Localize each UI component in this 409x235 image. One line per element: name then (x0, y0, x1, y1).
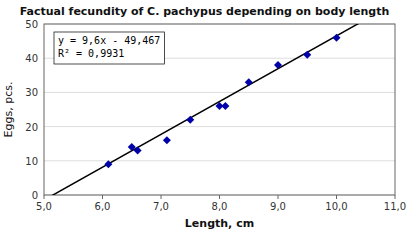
point (221, 102, 229, 110)
y-tick-label: 50 (25, 19, 38, 30)
point (245, 78, 253, 86)
annotation-box (54, 32, 164, 64)
point (163, 136, 171, 144)
point (134, 147, 142, 155)
annotation: y = 9,6x - 49,467 R² = 0,9931 (54, 32, 164, 64)
x-tick-label: 7,0 (153, 201, 169, 212)
x-tick (336, 195, 337, 199)
trend-line (44, 24, 395, 195)
x-tick-label: 6,0 (95, 201, 111, 212)
title: Factual fecundity of C. pachypus dependi… (20, 5, 390, 18)
grid-line (44, 126, 395, 127)
annotation-text: R² = 0,9931 (58, 48, 124, 59)
y-tick-label: 10 (25, 156, 38, 167)
x-tick-label: 9,0 (270, 201, 286, 212)
point (274, 61, 282, 69)
x-tick (44, 195, 45, 199)
y-tick-label: 40 (25, 53, 38, 64)
plot-frame (44, 24, 395, 195)
x-tick (102, 195, 103, 199)
point (104, 160, 112, 168)
point (303, 51, 311, 59)
marks (44, 24, 395, 195)
chart: 0 10 20 30 40 50 5,0 6,0 7,0 8,0 9,0 10,0 11,0 y = 9,… (0, 0, 409, 235)
grid-line (44, 160, 395, 161)
annotation-text: y = 9,6x - 49,467 (58, 35, 160, 46)
y-axis-label: Eggs, pcs. (2, 82, 15, 138)
point (333, 34, 341, 42)
x-tick (278, 195, 279, 199)
point (186, 116, 194, 124)
y-tick-label: 30 (25, 87, 38, 98)
x-tick-label: 10,0 (325, 201, 347, 212)
x-tick (161, 195, 162, 199)
x-tick-label: 5,0 (36, 201, 52, 212)
y-tick-label: 20 (25, 122, 38, 133)
x-tick-label: 11,0 (384, 201, 406, 212)
x-tick (395, 195, 396, 199)
x-tick-label: 8,0 (212, 201, 228, 212)
y-tick-label: 0 (32, 190, 38, 201)
grid-line (44, 92, 395, 93)
x-axis-label: Length, cm (185, 217, 254, 230)
x-tick (219, 195, 220, 199)
